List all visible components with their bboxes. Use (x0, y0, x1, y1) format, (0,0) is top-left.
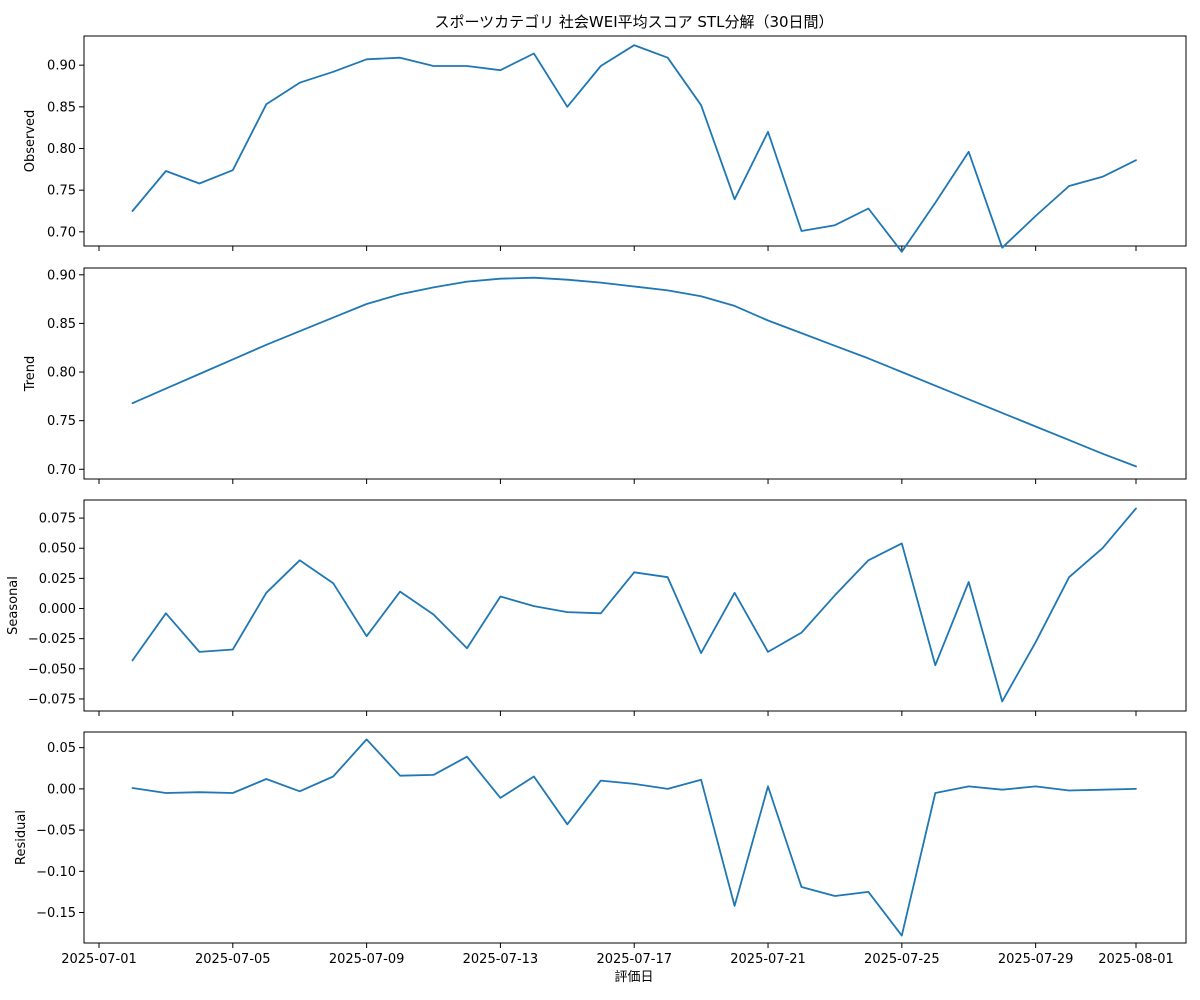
y-tick-label: 0.75 (47, 414, 76, 429)
y-axis-label: Residual (14, 810, 29, 865)
y-tick-label: 0.80 (47, 142, 76, 157)
y-tick-label: 0.00 (47, 782, 76, 797)
y-tick-label: −0.05 (36, 824, 76, 839)
y-tick-label: 0.80 (47, 366, 76, 381)
y-tick-label: 0.075 (39, 512, 76, 527)
x-tick-label: 2025-08-01 (1098, 952, 1174, 967)
y-tick-label: 0.90 (47, 59, 76, 74)
x-tick-label: 2025-07-21 (730, 952, 806, 967)
series-line-observed (131, 44, 1137, 253)
panel-frame (83, 267, 1187, 480)
panels-group: 0.70 0.75 0.80 0.85 0.90 Observed 0.70 0.75 0.80… (6, 35, 1187, 967)
panel-observed: 0.70 0.75 0.80 0.85 0.90 Observed (23, 35, 1187, 253)
y-tick-label: 0.85 (47, 317, 76, 332)
y-axis-label: Observed (23, 110, 38, 173)
x-tick-label: 2025-07-25 (864, 952, 940, 967)
y-tick-label: −0.10 (36, 865, 76, 880)
x-tick-label: 2025-07-17 (596, 952, 672, 967)
y-axis-label: Trend (23, 356, 38, 393)
x-tick-label: 2025-07-13 (463, 952, 539, 967)
series-line-residual (131, 738, 1137, 937)
x-tick-label: 2025-07-29 (998, 952, 1074, 967)
y-tick-label: −0.075 (28, 692, 76, 707)
x-tick-label: 2025-07-01 (61, 952, 137, 967)
y-tick-label: 0.05 (47, 741, 76, 756)
x-tick-label: 2025-07-09 (329, 952, 405, 967)
y-tick-label: 0.90 (47, 268, 76, 283)
y-tick-label: −0.15 (36, 906, 76, 921)
y-tick-label: −0.050 (28, 662, 76, 677)
y-tick-label: 0.000 (39, 602, 76, 617)
series-line-seasonal (131, 507, 1137, 703)
panel-residual: −0.15 −0.10 −0.05 0.00 0.05 2025-07-01 2025-07… (14, 731, 1187, 967)
x-axis-label: 評価日 (614, 970, 653, 985)
y-tick-label: 0.85 (47, 100, 76, 115)
panel-frame (83, 35, 1187, 247)
y-tick-label: 0.75 (47, 184, 76, 199)
y-tick-label: 0.050 (39, 542, 76, 557)
y-tick-label: 0.025 (39, 572, 76, 587)
panel-seasonal: −0.075 −0.050 −0.025 0.000 0.025 0.050 0.075 Se… (6, 499, 1187, 716)
y-tick-label: −0.025 (28, 632, 76, 647)
panel-frame (83, 499, 1187, 712)
chart-title: スポーツカテゴリ 社会WEI平均スコア STL分解（30日間） (434, 13, 833, 31)
y-axis-label: Seasonal (6, 576, 21, 635)
series-line-trend (131, 276, 1137, 468)
panel-frame (83, 731, 1187, 944)
panel-trend: 0.70 0.75 0.80 0.85 0.90 Trend (23, 267, 1187, 484)
y-tick-label: 0.70 (47, 463, 76, 478)
x-tick-label: 2025-07-05 (195, 952, 271, 967)
y-tick-label: 0.70 (47, 225, 76, 240)
